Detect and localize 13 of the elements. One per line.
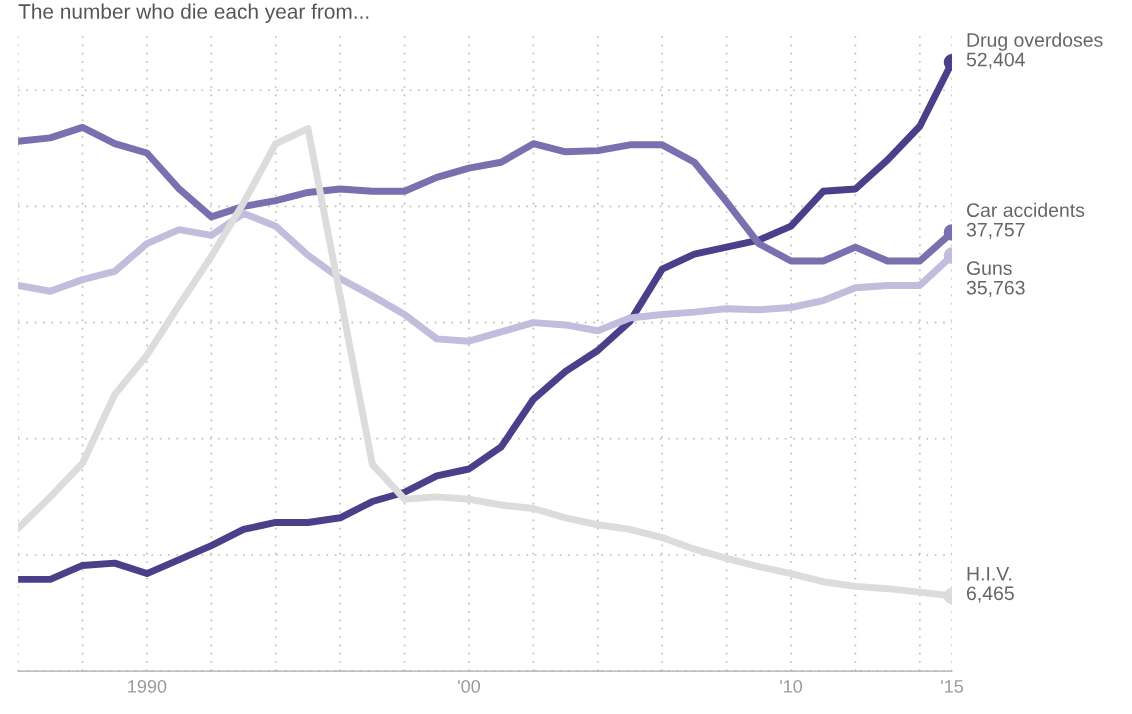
data-label: 52,404 (966, 52, 1025, 69)
chart-title: The number who die each year from... (18, 3, 369, 23)
series-label: Drug overdoses (967, 32, 1103, 51)
data-label: 35,763 (966, 280, 1025, 297)
data-label: 37,757 (966, 222, 1025, 239)
x-tick-label: 1990 (128, 679, 167, 693)
series-label: H.I.V. (967, 567, 1012, 581)
x-tick-label: '00 (458, 679, 481, 693)
data-label: 6,465 (967, 586, 1014, 603)
x-tick-label: '10 (780, 679, 803, 693)
series-label: Car accidents (967, 202, 1085, 218)
series-label: Guns (966, 261, 1012, 276)
x-tick-label: '15 (941, 680, 964, 693)
